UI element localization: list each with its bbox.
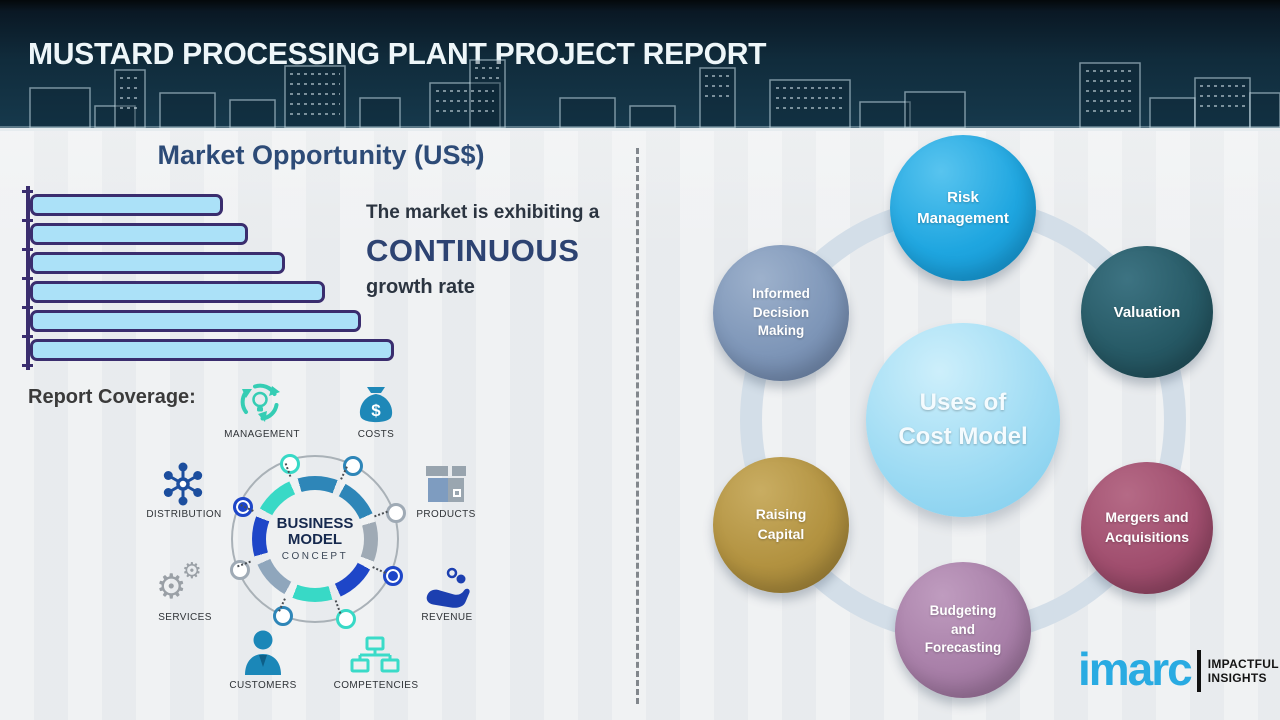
bar xyxy=(30,252,285,274)
bar xyxy=(30,281,325,303)
logo-divider-bar xyxy=(1196,650,1201,692)
bm-node xyxy=(273,606,293,626)
bm-node xyxy=(230,560,250,580)
management-cycle-bulb-icon xyxy=(234,380,286,431)
axis-tick xyxy=(22,306,33,309)
growth-annotation: The market is exhibiting a CONTINUOUS gr… xyxy=(366,202,636,299)
growth-line-2: growth rate xyxy=(366,276,475,298)
bm-center: BUSINESS MODEL CONCEPT xyxy=(266,490,364,588)
header: MUSTARD PROCESSING PLANT PROJECT REPORT xyxy=(0,0,1280,131)
org-chart-icon xyxy=(350,636,400,683)
package-box-icon xyxy=(424,464,468,509)
axis-tick xyxy=(22,277,33,280)
bubble-valuation: Valuation xyxy=(1081,246,1213,378)
axis-tick xyxy=(22,335,33,338)
bar xyxy=(30,194,223,216)
city-skyline-graphic xyxy=(0,59,1280,128)
business-model-diagram: BUSINESS MODEL CONCEPT xyxy=(227,451,406,629)
bm-center-line1: BUSINESS xyxy=(276,515,354,533)
money-bag-icon: $ xyxy=(353,383,399,434)
bubble-budgeting-forecasting: Budgeting and Forecasting xyxy=(895,562,1031,698)
bm-node xyxy=(342,456,363,476)
axis-tick xyxy=(22,219,33,222)
bar xyxy=(30,223,248,245)
imarc-logo-text: imarc xyxy=(1078,643,1193,695)
bm-item-management: MANAGEMENT xyxy=(224,429,300,440)
logo-tagline: IMPACTFUL INSIGHTS xyxy=(1207,656,1279,685)
bm-item-customers: CUSTOMERS xyxy=(229,680,297,691)
axis-tick xyxy=(22,364,33,367)
bubble-informed-decision-making: Informed Decision Making xyxy=(713,245,849,381)
bm-node xyxy=(336,609,356,629)
bm-center-line3: CONCEPT xyxy=(281,550,349,562)
market-bar-chart xyxy=(22,186,402,372)
axis-tick xyxy=(22,190,33,193)
bm-outer-circle xyxy=(231,455,399,623)
bm-node xyxy=(233,497,253,517)
gears-icon: ⚙ ⚙ xyxy=(156,558,202,606)
bubble-raising-capital: Raising Capital xyxy=(713,457,849,593)
growth-line-1: The market is exhibiting a xyxy=(366,202,600,223)
page-title: MUSTARD PROCESSING PLANT PROJECT REPORT xyxy=(28,36,767,71)
person-icon xyxy=(240,628,286,681)
axis-tick xyxy=(22,248,33,251)
bar xyxy=(30,310,361,332)
report-coverage-label: Report Coverage: xyxy=(28,386,196,408)
bubble-mergers-acquisitions: Mergers and Acquisitions xyxy=(1081,462,1213,594)
growth-emphasis: CONTINUOUS xyxy=(366,233,580,268)
bubble-risk-management: Risk Management xyxy=(890,135,1036,281)
hand-coins-icon xyxy=(421,566,471,615)
center-bubble-line2: Cost Model xyxy=(898,423,1028,450)
imarc-logo: imarc IMPACTFUL INSIGHTS xyxy=(1078,646,1279,692)
bm-item-competencies: COMPETENCIES xyxy=(333,680,419,691)
bm-node xyxy=(386,503,406,523)
market-opportunity-title: Market Opportunity (US$) xyxy=(157,140,485,170)
bm-center-line2: MODEL xyxy=(287,531,343,548)
bar xyxy=(30,339,394,361)
bm-item-distribution: DISTRIBUTION xyxy=(146,509,222,520)
svg-text:$: $ xyxy=(371,401,381,420)
bm-node xyxy=(280,454,300,474)
bm-node xyxy=(383,566,403,586)
bm-item-products: PRODUCTS xyxy=(416,509,476,520)
bm-item-revenue: REVENUE xyxy=(421,612,473,623)
network-hub-icon xyxy=(160,462,206,511)
section-divider xyxy=(636,148,639,704)
bubble-uses-of-cost-model: Uses of Cost Model xyxy=(866,323,1060,517)
bm-item-services: SERVICES xyxy=(158,612,212,623)
center-bubble-line1: Uses of xyxy=(919,389,1007,417)
bm-item-costs: COSTS xyxy=(357,429,395,440)
